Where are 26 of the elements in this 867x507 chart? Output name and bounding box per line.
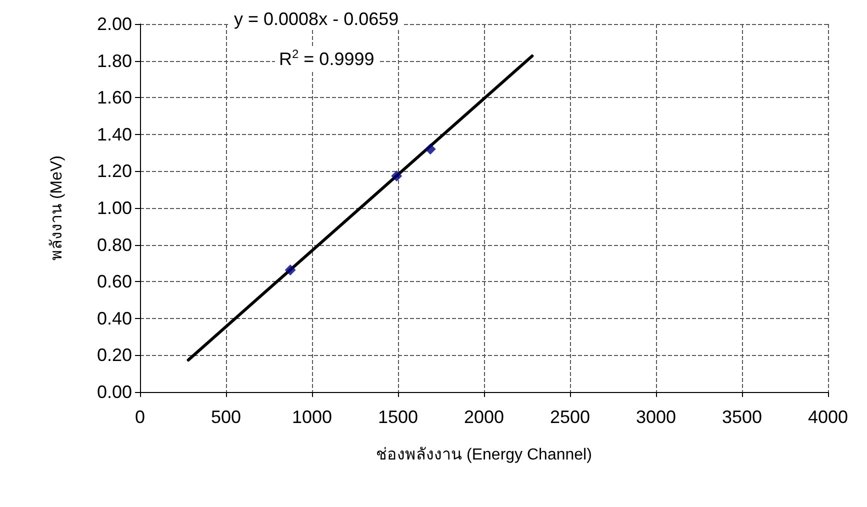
point (424, 144, 436, 155)
x-tick-label: 4000 (808, 407, 848, 427)
point (284, 264, 296, 276)
y-tick-label: 1.00 (96, 198, 132, 218)
x-tick-label: 2500 (550, 407, 590, 427)
y-tick-label: 0.20 (96, 345, 132, 366)
y-tick-label: 0.60 (96, 272, 132, 292)
y-tick-label: 0.00 (96, 382, 132, 402)
y-tick-label: 1.40 (96, 124, 132, 144)
y-tick-label: 1.80 (96, 50, 132, 71)
point (391, 170, 402, 182)
x-tick-label: 0 (134, 407, 146, 427)
y-axis-title: พลังงาน (MeV) (48, 156, 66, 260)
x-tick-label: 1000 (292, 407, 332, 427)
y-tick-label: 1.20 (96, 161, 132, 182)
x-tick-label: 1500 (378, 407, 418, 427)
x-tick-label: 2000 (464, 407, 504, 427)
y-tick-label: 0.80 (96, 234, 132, 255)
y-tick-label: 0.40 (96, 308, 132, 328)
x-tick-label: 3000 (636, 407, 676, 427)
x-tick-label: 3500 (722, 407, 762, 427)
x-axis-title: ช่องพลังงาน (Energy Channel) (376, 446, 592, 464)
y-tick-label: 1.60 (96, 88, 132, 108)
y-tick-label: 2.00 (96, 14, 132, 34)
x-tick-label: 500 (210, 407, 242, 427)
annotation: y = 0.0008x - 0.0659 (234, 9, 399, 29)
